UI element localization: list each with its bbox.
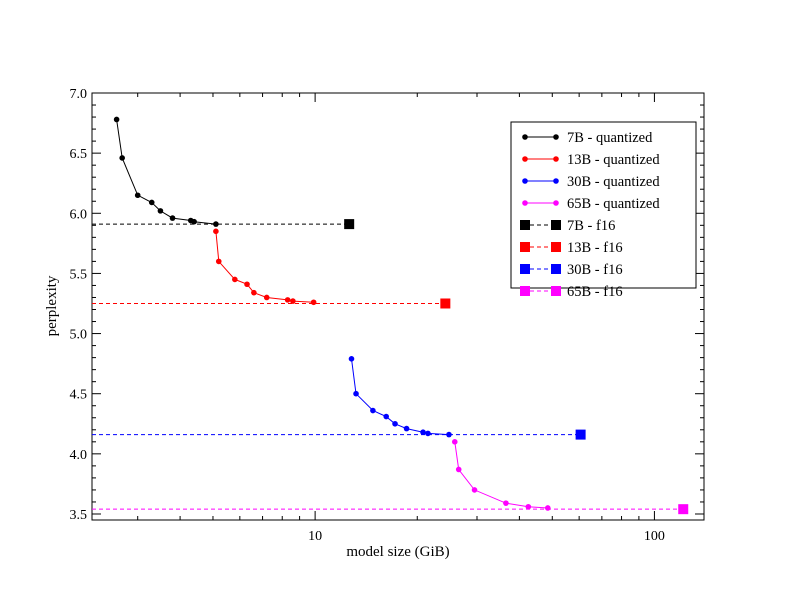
legend-label: 13B - f16 [567, 240, 623, 256]
data-point [446, 431, 452, 438]
legend-marker [551, 264, 561, 274]
axis-tick-labels: 3.5 4.0 4.5 5.0 5.5 6.0 6.5 7.0 10 100 [70, 87, 665, 544]
y-tick-label: 6.5 [70, 147, 88, 162]
legend-marker [553, 200, 559, 206]
legend-label: 13B - quantized [567, 152, 660, 168]
legend-label: 7B - f16 [567, 218, 615, 234]
data-point [284, 297, 291, 303]
data-point [392, 420, 398, 427]
legend-item: 7B - quantized [522, 130, 653, 146]
legend-label: 30B - quantized [567, 174, 660, 190]
axis-ticks [92, 92, 704, 520]
legend-marker [551, 286, 561, 296]
series-layer [92, 116, 689, 515]
legend-marker [520, 286, 530, 296]
y-tick-label: 5.0 [70, 328, 88, 343]
legend-marker [553, 134, 559, 140]
x-tick-label: 100 [644, 529, 665, 544]
series-3 [451, 439, 551, 511]
series-line [454, 441, 548, 509]
y-tick-label: 4.5 [70, 388, 88, 403]
series-5 [92, 298, 451, 309]
data-point [290, 298, 296, 304]
x-axis-label: model size (GiB) [346, 544, 449, 560]
data-point [310, 299, 317, 306]
data-point [251, 289, 257, 296]
series-line [215, 231, 314, 303]
legend: 7B - quantized 13B - quantized 30B - quant… [510, 121, 697, 300]
data-point [425, 430, 431, 437]
series-7 [92, 504, 689, 515]
legend-label: 7B - quantized [567, 130, 653, 146]
data-point [525, 503, 532, 510]
y-tick-label: 5.5 [70, 267, 88, 282]
data-point [213, 221, 219, 227]
series-0 [113, 116, 219, 227]
legend-marker [520, 264, 530, 274]
data-point [440, 298, 451, 309]
data-point [113, 116, 120, 123]
data-point [344, 219, 355, 230]
legend-label: 65B - f16 [567, 284, 623, 300]
data-point [370, 407, 376, 414]
legend-item: 30B - quantized [522, 174, 660, 190]
legend-item: 13B - quantized [522, 152, 660, 168]
plot-frame [91, 92, 705, 521]
data-point [471, 487, 478, 493]
legend-marker [522, 178, 528, 184]
legend-marker [553, 178, 559, 184]
legend-marker [520, 242, 530, 252]
data-point [575, 429, 586, 440]
legend-box [510, 121, 697, 289]
legend-marker [551, 220, 561, 230]
data-point [420, 429, 426, 435]
legend-marker [520, 220, 530, 230]
y-tick-label: 6.0 [70, 207, 88, 222]
data-point [215, 258, 222, 265]
data-point [119, 155, 125, 161]
legend-marker [522, 156, 528, 162]
data-point [244, 281, 250, 288]
series-2 [348, 356, 452, 438]
data-point [263, 294, 270, 301]
legend-item: 13B - f16 [520, 240, 623, 256]
data-point [191, 218, 197, 225]
data-point [213, 228, 219, 235]
y-axis-label: perplexity [44, 275, 60, 336]
legend-marker [553, 156, 559, 162]
data-point [451, 439, 458, 445]
x-tick-label: 10 [308, 529, 322, 544]
data-point [383, 413, 390, 420]
data-point [403, 425, 410, 432]
series-line [116, 119, 216, 225]
legend-item: 7B - f16 [520, 218, 615, 234]
y-tick-label: 3.5 [70, 508, 88, 523]
data-point [678, 504, 689, 515]
series-4 [92, 219, 355, 230]
series-1 [213, 228, 317, 306]
y-tick-label: 7.0 [70, 87, 88, 102]
legend-label: 65B - quantized [567, 196, 660, 212]
series-6 [92, 429, 586, 440]
data-point [169, 215, 176, 221]
legend-item: 65B - f16 [520, 284, 623, 300]
data-point [455, 466, 462, 473]
data-point [544, 505, 551, 511]
legend-item: 65B - quantized [522, 196, 660, 212]
legend-marker [522, 134, 528, 140]
legend-marker [551, 242, 561, 252]
data-point [353, 390, 359, 397]
legend-label: 30B - f16 [567, 262, 623, 278]
data-point [157, 208, 164, 214]
legend-marker [522, 200, 528, 206]
data-point [232, 276, 238, 283]
data-point [134, 192, 141, 199]
y-tick-label: 4.0 [70, 448, 88, 463]
series-line [351, 358, 450, 436]
legend-item: 30B - f16 [520, 262, 623, 278]
data-point [503, 500, 509, 506]
data-point [148, 199, 155, 206]
data-point [348, 356, 355, 362]
